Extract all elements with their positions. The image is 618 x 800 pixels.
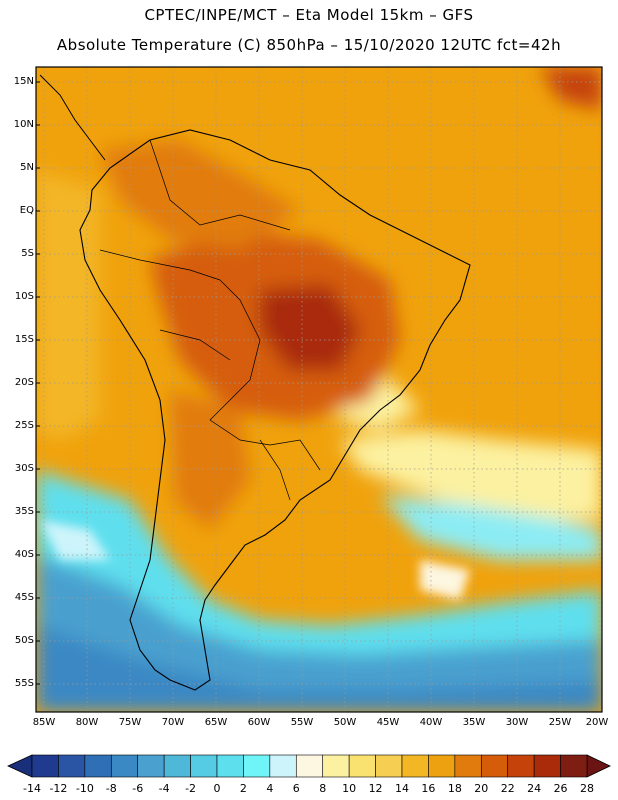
lat-label: 5S [21, 248, 34, 259]
lon-label: 35W [462, 717, 486, 728]
colorbar-cell [137, 754, 165, 778]
lon-label: 80W [75, 717, 99, 728]
colorbar-cell [533, 754, 561, 778]
lat-label: 15N [13, 76, 34, 87]
lon-label: 75W [118, 717, 142, 728]
lat-label: 5N [20, 162, 34, 173]
lat-label: EQ [19, 205, 34, 216]
lon-label: 70W [161, 717, 185, 728]
colorbar-label: -10 [75, 782, 94, 795]
colorbar-label: 14 [395, 782, 409, 795]
colorbar-cell [454, 754, 482, 778]
colorbar-low-arrow [7, 754, 33, 778]
lat-label: 20S [14, 377, 34, 388]
lat-label: 10S [14, 291, 34, 302]
colorbar-label: 8 [319, 782, 327, 795]
colorbar-label: -8 [105, 782, 117, 795]
colorbar-label: -4 [158, 782, 170, 795]
lon-label: 30W [505, 717, 529, 728]
colorbar-label: 26 [553, 782, 568, 795]
colorbar-label: 10 [342, 782, 357, 795]
lat-label: 45S [14, 592, 34, 603]
colorbar-cell [322, 754, 350, 778]
colorbar-cell [163, 754, 191, 778]
colorbar-label: -2 [185, 782, 197, 795]
colorbar-cell [216, 754, 244, 778]
colorbar-cell [243, 754, 271, 778]
colorbar-cell [269, 754, 297, 778]
colorbar-cell [110, 754, 139, 778]
lat-label: 55S [14, 678, 34, 689]
lon-label: 55W [290, 717, 314, 728]
colorbar [7, 754, 611, 778]
title-line-1: CPTEC/INPE/MCT – Eta Model 15km – GFS [144, 6, 474, 24]
colorbar-label: 20 [474, 782, 489, 795]
lon-label: 45W [376, 717, 400, 728]
colorbar-cell [560, 754, 588, 778]
colorbar-label: 18 [447, 782, 462, 795]
lon-label: 20W [585, 717, 609, 728]
lat-label: 40S [14, 549, 34, 560]
colorbar-cell [428, 754, 456, 778]
colorbar-label: 16 [421, 782, 436, 795]
colorbar-label: 24 [527, 782, 542, 795]
lat-label: 50S [14, 635, 34, 646]
lat-label: 10N [13, 119, 34, 130]
colorbar-cell [348, 754, 376, 778]
colorbar-label: 28 [580, 782, 594, 795]
colorbar-label: 0 [213, 782, 221, 795]
colorbar-label: 4 [266, 782, 274, 795]
colorbar-label: 2 [239, 782, 247, 795]
lat-label: 35S [14, 506, 34, 517]
colorbar-cell [295, 754, 324, 778]
colorbar-label: 22 [500, 782, 515, 795]
colorbar-label: -12 [49, 782, 68, 795]
lon-label: 85W [32, 717, 56, 728]
colorbar-label: 12 [368, 782, 383, 795]
temperature-field [36, 67, 602, 712]
lon-label: 50W [333, 717, 357, 728]
title-line-2: Absolute Temperature (C) 850hPa – 15/10/… [56, 36, 562, 54]
colorbar-cell [507, 754, 535, 778]
colorbar-label: 6 [292, 782, 300, 795]
colorbar-cell [84, 754, 112, 778]
colorbar-cell [401, 754, 429, 778]
map-frame [35, 66, 603, 713]
colorbar-label: -6 [132, 782, 144, 795]
lon-label: 25W [548, 717, 572, 728]
colorbar-cell [190, 754, 218, 778]
colorbar-cell [480, 754, 509, 778]
lat-label: 25S [14, 420, 34, 431]
country-borders [99, 139, 321, 501]
lat-label: 15S [14, 334, 34, 345]
lon-label: 40W [419, 717, 443, 728]
colorbar-cell [375, 754, 403, 778]
lat-label: 30S [14, 463, 34, 474]
colorbar-cell [58, 754, 86, 778]
south-america-coastline [79, 129, 471, 691]
colorbar-label: -14 [23, 782, 41, 795]
colorbar-cell [31, 754, 59, 778]
lon-label: 65W [204, 717, 228, 728]
colorbar-high-arrow [586, 754, 611, 778]
lon-label: 60W [247, 717, 271, 728]
